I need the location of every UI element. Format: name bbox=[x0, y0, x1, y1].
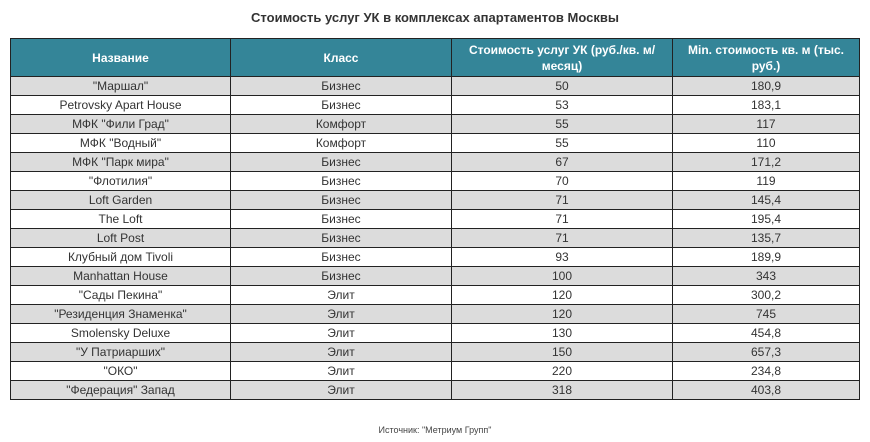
table-row: Petrovsky Apart House Бизнес 53 183,1 bbox=[10, 95, 860, 115]
cell-name: Loft Post bbox=[10, 228, 231, 248]
cell-class: Бизнес bbox=[230, 209, 452, 229]
cell-min-price: 119 bbox=[672, 171, 860, 191]
cell-class: Элит bbox=[230, 304, 452, 324]
cell-service-cost: 100 bbox=[451, 266, 673, 286]
table-row: The Loft Бизнес 71 195,4 bbox=[10, 209, 860, 229]
cell-min-price: 343 bbox=[672, 266, 860, 286]
cell-name: МФК "Водный" bbox=[10, 133, 231, 153]
cell-min-price: 189,9 bbox=[672, 247, 860, 267]
cell-class: Элит bbox=[230, 285, 452, 305]
cell-min-price: 403,8 bbox=[672, 380, 860, 400]
cell-min-price: 183,1 bbox=[672, 95, 860, 115]
table-row: МФК "Фили Град" Комфорт 55 117 bbox=[10, 114, 860, 134]
cell-name: МФК "Парк мира" bbox=[10, 152, 231, 172]
table-title: Стоимость услуг УК в комплексах апартаме… bbox=[251, 10, 619, 25]
table-row: МФК "Парк мира" Бизнес 67 171,2 bbox=[10, 152, 860, 172]
table-row: "ОКО" Элит 220 234,8 bbox=[10, 361, 860, 381]
cell-min-price: 300,2 bbox=[672, 285, 860, 305]
cell-min-price: 145,4 bbox=[672, 190, 860, 210]
cell-name: Manhattan House bbox=[10, 266, 231, 286]
cell-class: Элит bbox=[230, 323, 452, 343]
header-service-cost: Стоимость услуг УК (руб./кв. м/месяц) bbox=[451, 38, 673, 77]
cell-service-cost: 67 bbox=[451, 152, 673, 172]
cell-name: "Федерация" Запад bbox=[10, 380, 231, 400]
cell-class: Комфорт bbox=[230, 133, 452, 153]
cell-name: Smolensky Deluxe bbox=[10, 323, 231, 343]
cell-min-price: 234,8 bbox=[672, 361, 860, 381]
cell-service-cost: 71 bbox=[451, 190, 673, 210]
cell-min-price: 135,7 bbox=[672, 228, 860, 248]
cell-service-cost: 71 bbox=[451, 228, 673, 248]
cell-service-cost: 130 bbox=[451, 323, 673, 343]
cell-service-cost: 71 bbox=[451, 209, 673, 229]
cell-name: "Маршал" bbox=[10, 76, 231, 96]
cell-name: Клубный дом Tivoli bbox=[10, 247, 231, 267]
cell-min-price: 171,2 bbox=[672, 152, 860, 172]
table-row: Loft Post Бизнес 71 135,7 bbox=[10, 228, 860, 248]
table-row: "Федерация" Запад Элит 318 403,8 bbox=[10, 380, 860, 400]
cell-service-cost: 55 bbox=[451, 114, 673, 134]
cell-service-cost: 120 bbox=[451, 285, 673, 305]
header-name: Название bbox=[10, 38, 231, 77]
cell-class: Бизнес bbox=[230, 152, 452, 172]
table-row: "Сады Пекина" Элит 120 300,2 bbox=[10, 285, 860, 305]
cell-class: Бизнес bbox=[230, 95, 452, 115]
cell-min-price: 657,3 bbox=[672, 342, 860, 362]
cell-service-cost: 55 bbox=[451, 133, 673, 153]
header-row: Название Класс Стоимость услуг УК (руб./… bbox=[10, 38, 860, 77]
cell-name: "У Патриарших" bbox=[10, 342, 231, 362]
cell-name: "Флотилия" bbox=[10, 171, 231, 191]
cell-service-cost: 93 bbox=[451, 247, 673, 267]
cell-service-cost: 120 bbox=[451, 304, 673, 324]
cell-class: Элит bbox=[230, 361, 452, 381]
cell-class: Бизнес bbox=[230, 171, 452, 191]
cell-class: Бизнес bbox=[230, 266, 452, 286]
cell-class: Бизнес bbox=[230, 76, 452, 96]
table-row: "Флотилия" Бизнес 70 119 bbox=[10, 171, 860, 191]
table-row: Loft Garden Бизнес 71 145,4 bbox=[10, 190, 860, 210]
cell-min-price: 745 bbox=[672, 304, 860, 324]
header-class: Класс bbox=[230, 38, 452, 77]
cell-name: "ОКО" bbox=[10, 361, 231, 381]
cell-class: Элит bbox=[230, 342, 452, 362]
cell-min-price: 195,4 bbox=[672, 209, 860, 229]
cell-service-cost: 220 bbox=[451, 361, 673, 381]
cell-service-cost: 50 bbox=[451, 76, 673, 96]
cell-service-cost: 53 bbox=[451, 95, 673, 115]
table-row: "Маршал" Бизнес 50 180,9 bbox=[10, 76, 860, 96]
table-row: "Резиденция Знаменка" Элит 120 745 bbox=[10, 304, 860, 324]
cell-class: Элит bbox=[230, 380, 452, 400]
cell-min-price: 454,8 bbox=[672, 323, 860, 343]
source-note: Источник: "Метриум Групп" bbox=[378, 425, 492, 435]
table-row: Клубный дом Tivoli Бизнес 93 189,9 bbox=[10, 247, 860, 267]
cell-class: Бизнес bbox=[230, 247, 452, 267]
cell-name: Loft Garden bbox=[10, 190, 231, 210]
cell-min-price: 117 bbox=[672, 114, 860, 134]
cell-service-cost: 318 bbox=[451, 380, 673, 400]
cell-name: "Сады Пекина" bbox=[10, 285, 231, 305]
cell-class: Комфорт bbox=[230, 114, 452, 134]
table-row: Manhattan House Бизнес 100 343 bbox=[10, 266, 860, 286]
header-min-price: Min. стоимость кв. м (тыс. руб.) bbox=[672, 38, 860, 77]
cell-min-price: 110 bbox=[672, 133, 860, 153]
cell-min-price: 180,9 bbox=[672, 76, 860, 96]
cell-service-cost: 150 bbox=[451, 342, 673, 362]
cell-name: Petrovsky Apart House bbox=[10, 95, 231, 115]
cell-service-cost: 70 bbox=[451, 171, 673, 191]
table-row: Smolensky Deluxe Элит 130 454,8 bbox=[10, 323, 860, 343]
cell-name: МФК "Фили Град" bbox=[10, 114, 231, 134]
table-row: МФК "Водный" Комфорт 55 110 bbox=[10, 133, 860, 153]
table-row: "У Патриарших" Элит 150 657,3 bbox=[10, 342, 860, 362]
cell-class: Бизнес bbox=[230, 190, 452, 210]
cell-class: Бизнес bbox=[230, 228, 452, 248]
cell-name: The Loft bbox=[10, 209, 231, 229]
data-table: Название Класс Стоимость услуг УК (руб./… bbox=[10, 38, 860, 400]
cell-name: "Резиденция Знаменка" bbox=[10, 304, 231, 324]
